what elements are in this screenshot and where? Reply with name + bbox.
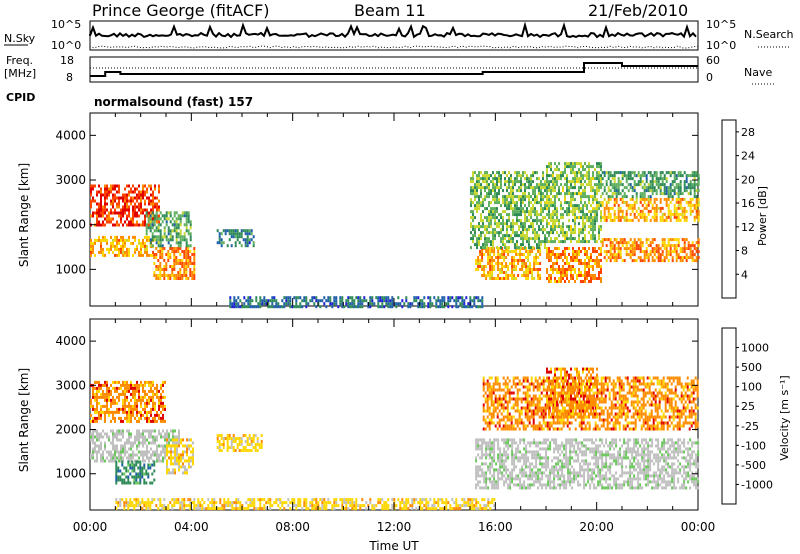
velocity-region [90,429,180,463]
freq-panel [89,56,699,83]
nsearch-label: N.Search [744,28,794,41]
cpid-label: CPID [6,91,35,104]
power-colorbar-tick-label: 24 [741,150,755,163]
nsky-tick-low: 10^0 [51,39,81,52]
freq-tick-high: 18 [60,54,74,67]
velocity-ytick-label: 3000 [55,378,86,392]
date-label: 21/Feb/2010 [588,1,688,20]
velocity-region [166,438,194,475]
power-region [90,235,154,257]
freq-label: Freq. [6,54,33,67]
velocity-colorbar-tick-label: -100 [741,439,766,452]
freq-tick-low: 8 [66,71,73,84]
velocity-colorbar-tick-label: 1000 [741,342,769,355]
velocity-region [216,434,263,452]
velocity-colorbar-tick-label: 500 [741,361,762,374]
time-xlabel: Time UT [368,539,419,553]
power-region [475,247,542,280]
nsearch-trace [89,45,699,49]
velocity-region [546,367,598,419]
power-region [90,184,160,227]
velocity-colorbar-tick-label: -500 [741,459,766,472]
power-region [601,171,700,199]
time-xtick-label: 12:00 [377,520,412,534]
nsky-panel [89,20,699,51]
nave-tick-high: 60 [706,54,720,67]
velocity-colorbar-tick-label: -1000 [741,478,773,491]
velocity-region [115,460,156,485]
power-ytick-label: 3000 [55,173,86,187]
power-region [546,162,602,244]
power-colorbar-tick-label: 28 [741,126,755,139]
time-xtick-label: 04:00 [174,520,209,534]
velocity-ytick-label: 4000 [55,334,86,348]
power-region [601,238,700,263]
power-region [470,171,546,250]
nave-trace [90,62,698,77]
power-colorbar: 4 8 12 16 20 24 28 [721,119,755,299]
power-colorbar-tick-label: 8 [741,245,748,258]
velocity-colorbar-label: Velocity [m s⁻¹] [778,375,791,460]
velocity-region [90,380,166,423]
power-ytick-label: 1000 [55,262,86,276]
time-xtick-label: 00:00 [681,520,716,534]
power-region [216,229,255,248]
power-colorbar-tick-label: 16 [741,197,755,210]
velocity-region [475,438,700,490]
time-xtick-label: 16:00 [478,520,513,534]
power-colorbar-tick-label: 12 [741,221,755,234]
time-xtick-label: 00:00 [73,520,108,534]
nsearch-tick-high: 10^5 [706,18,736,31]
nsky-label: N.Sky [4,32,36,45]
velocity-ytick-label: 1000 [55,467,86,481]
nave-tick-low: 0 [706,71,713,84]
velocity-colorbar-tick-label: -25 [741,420,759,433]
nave-label: Nave [744,66,772,79]
beam-label: Beam 11 [354,1,426,20]
power-ytick-label: 4000 [55,128,86,142]
power-colorbar-tick-label: 4 [741,268,748,281]
velocity-colorbar-tick-label: 25 [741,400,755,413]
velocity-ylabel: Slant Range [km] [17,368,31,472]
power-region [153,247,196,280]
power-ytick-label: 2000 [55,218,86,232]
power-region [546,247,602,283]
velocity-colorbar-frame [721,327,737,505]
power-colorbar-tick-label: 20 [741,173,755,186]
time-xtick-label: 08:00 [275,520,310,534]
power-region [229,296,484,309]
power-panel: 1000 2000 3000 4000 [55,112,700,309]
nsky-trace [89,21,697,39]
power-region [145,211,192,248]
cpid-value: normalsound (fast) 157 [94,95,253,109]
power-colorbar-frame [721,119,737,299]
power-ylabel: Slant Range [km] [17,163,31,267]
velocity-ytick-label: 2000 [55,423,86,437]
velocity-region [115,498,496,511]
station-title: Prince George (fitACF) [92,1,270,20]
velocity-colorbar-tick-label: 100 [741,381,762,394]
time-xtick-label: 20:00 [579,520,614,534]
freq-unit: [MHz] [4,67,36,80]
power-colorbar-label: Power [dB] [756,186,769,246]
nsky-tick-high: 10^5 [51,18,81,31]
velocity-panel: 1000 2000 3000 4000 00:00 04:00 08:00 12:00 16:0… [55,318,716,534]
power-region [601,197,700,222]
velocity-colorbar: 1000 500 100 25 -25 -100 -500 -1000 [721,327,773,505]
nsearch-tick-low: 10^0 [706,39,736,52]
